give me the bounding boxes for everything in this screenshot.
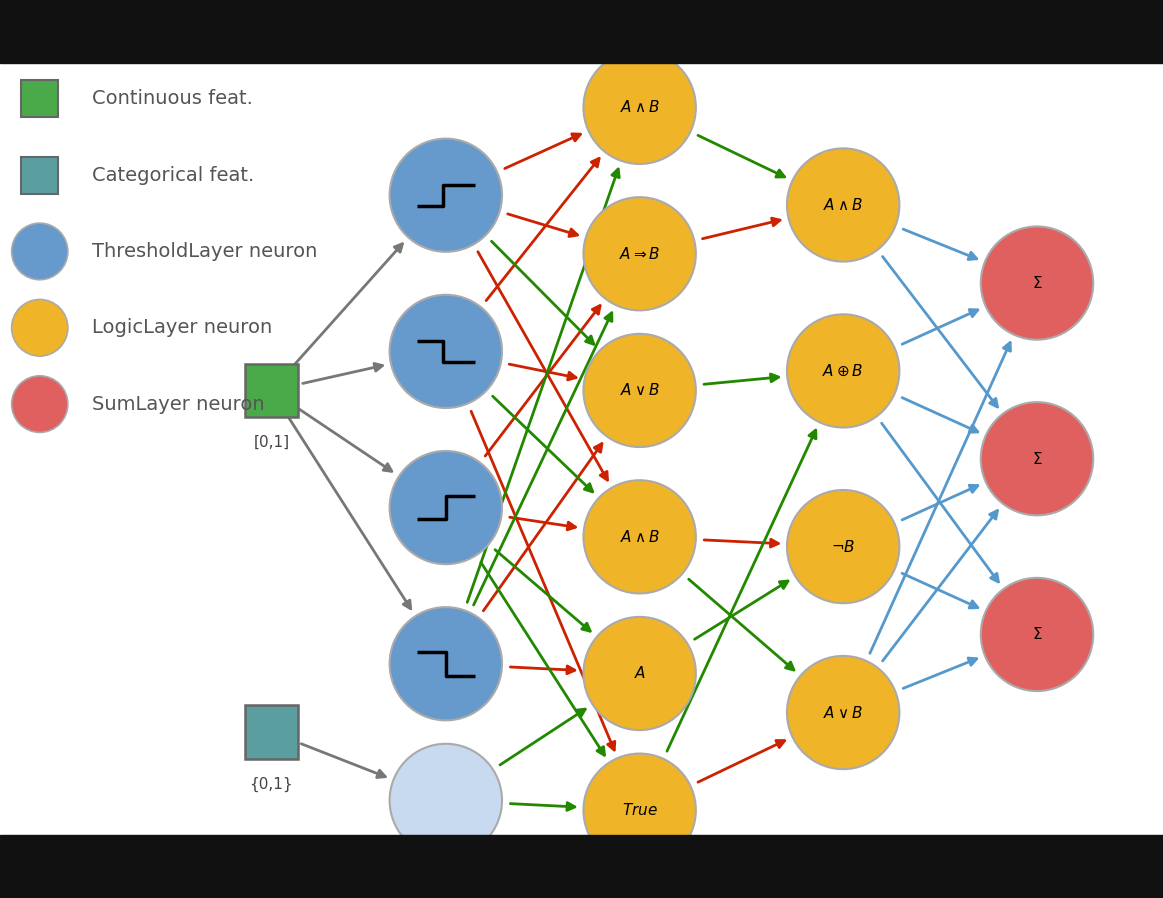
Text: $\Sigma$: $\Sigma$: [1032, 627, 1042, 642]
Circle shape: [584, 617, 695, 730]
Text: Categorical feat.: Categorical feat.: [92, 165, 255, 185]
Circle shape: [12, 223, 67, 280]
Circle shape: [584, 198, 695, 311]
FancyBboxPatch shape: [244, 705, 298, 759]
Circle shape: [12, 375, 67, 433]
Circle shape: [584, 334, 695, 447]
Text: $A \wedge B$: $A \wedge B$: [620, 529, 659, 545]
Text: ThresholdLayer neuron: ThresholdLayer neuron: [92, 242, 317, 261]
FancyBboxPatch shape: [21, 80, 58, 118]
Bar: [0, 835, 1163, 898]
Text: [0,1]: [0,1]: [254, 435, 290, 450]
Text: LogicLayer neuron: LogicLayer neuron: [92, 318, 272, 338]
Text: SumLayer neuron: SumLayer neuron: [92, 394, 265, 414]
Circle shape: [787, 314, 899, 427]
Circle shape: [390, 295, 502, 408]
Circle shape: [390, 138, 502, 251]
Circle shape: [584, 753, 695, 867]
Circle shape: [787, 148, 899, 261]
Text: $\Sigma$: $\Sigma$: [1032, 275, 1042, 291]
Text: $A \wedge B$: $A \wedge B$: [620, 100, 659, 115]
Text: $A$: $A$: [634, 665, 645, 682]
Circle shape: [980, 226, 1093, 339]
Text: $\neg B$: $\neg B$: [832, 539, 855, 555]
Circle shape: [980, 577, 1093, 691]
Text: {0,1}: {0,1}: [250, 777, 293, 792]
Text: $A \vee B$: $A \vee B$: [620, 383, 659, 399]
Circle shape: [12, 299, 67, 357]
Circle shape: [787, 656, 899, 770]
FancyBboxPatch shape: [21, 156, 58, 194]
FancyBboxPatch shape: [244, 364, 298, 418]
Text: $A \wedge B$: $A \wedge B$: [823, 197, 863, 213]
Circle shape: [584, 480, 695, 594]
Text: Continuous feat.: Continuous feat.: [92, 89, 252, 109]
Text: $A \oplus B$: $A \oplus B$: [822, 364, 864, 379]
Text: $\Sigma$: $\Sigma$: [1032, 451, 1042, 467]
Text: $True$: $True$: [622, 802, 657, 818]
Circle shape: [787, 490, 899, 603]
Text: $A \vee B$: $A \vee B$: [823, 705, 863, 720]
Circle shape: [390, 451, 502, 564]
Circle shape: [390, 607, 502, 720]
Circle shape: [584, 51, 695, 164]
Circle shape: [980, 402, 1093, 515]
Circle shape: [390, 744, 502, 857]
Bar: [0, 0, 1163, 63]
Text: $A \Rightarrow B$: $A \Rightarrow B$: [619, 246, 661, 262]
